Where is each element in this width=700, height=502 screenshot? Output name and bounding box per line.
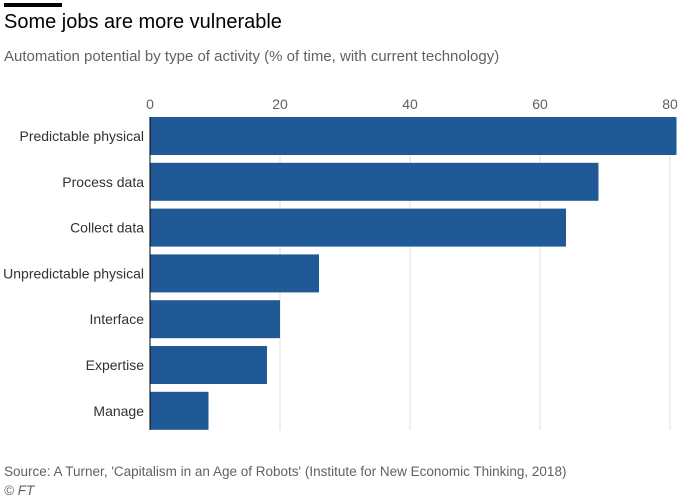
x-tick-label: 60 [532, 96, 548, 112]
bar [150, 162, 599, 201]
x-tick-label: 0 [146, 96, 154, 112]
chart-title: Some jobs are more vulnerable [4, 11, 282, 33]
bar [150, 208, 566, 247]
bar [150, 300, 280, 339]
category-label: Interface [90, 311, 145, 327]
x-tick-label: 20 [272, 96, 288, 112]
bar [150, 254, 319, 293]
x-tick-label: 80 [662, 96, 678, 112]
x-tick-label: 40 [402, 96, 418, 112]
bar [150, 391, 209, 430]
category-label: Unpredictable physical [3, 265, 144, 281]
category-label: Expertise [86, 357, 145, 373]
category-label: Collect data [70, 220, 144, 236]
source-note: Source: A Turner, 'Capitalism in an Age … [4, 464, 567, 479]
bar [150, 346, 267, 384]
category-label: Manage [93, 403, 144, 419]
category-label: Process data [62, 174, 144, 190]
category-label: Predictable physical [19, 128, 144, 144]
bar-chart: 0 20 40 60 80 Predictable physical Process dat… [3, 96, 678, 430]
header-rule [4, 3, 62, 7]
copyright-note: © FT [4, 483, 35, 498]
bar [150, 117, 677, 155]
chart-subtitle: Automation potential by type of activity… [4, 48, 500, 65]
